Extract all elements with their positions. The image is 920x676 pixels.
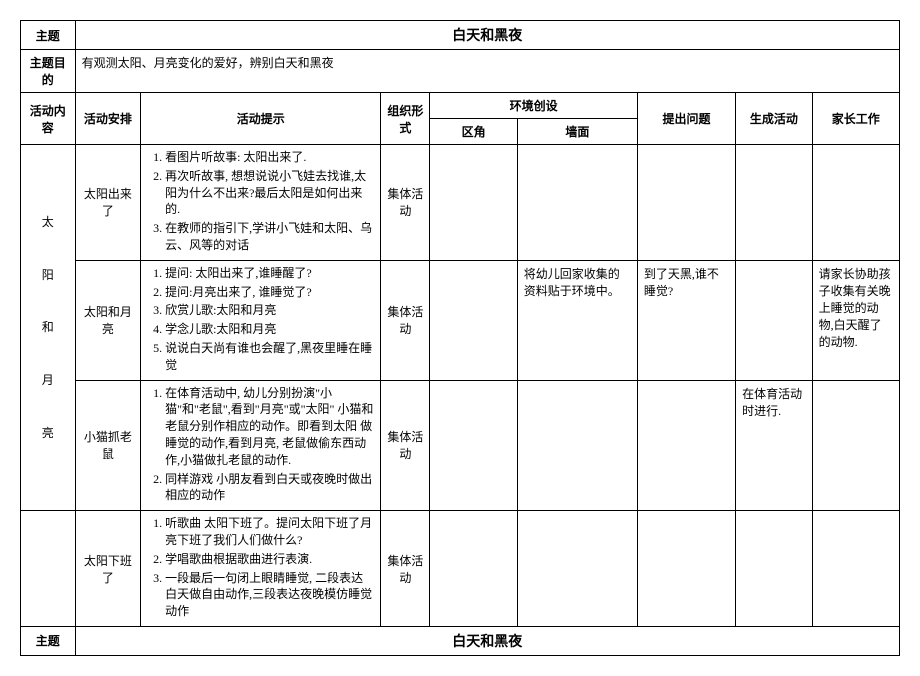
cell-hints: 提问: 太阳出来了,谁睡醒了? 提问:月亮出来了, 谁睡觉了? 欣赏儿歌:太阳和… xyxy=(141,260,381,380)
hint-item: 听歌曲 太阳下班了。提问太阳下班了月亮下班了我们人们做什么? xyxy=(165,515,374,549)
cell-gen: 在体育活动时进行. xyxy=(736,380,812,511)
hint-item: 看图片听故事: 太阳出来了. xyxy=(165,149,374,166)
hdr-content: 活动内容 xyxy=(21,93,76,145)
hdr-question: 提出问题 xyxy=(637,93,735,145)
section-empty xyxy=(21,511,76,627)
lesson-plan-table: 主题 白天和黑夜 主题目的 有观测太阳、月亮变化的爱好，辨别白天和黑夜 活动内容… xyxy=(20,20,900,656)
hint-item: 在教师的指引下,学讲小飞娃和太阳、乌云、风等的对话 xyxy=(165,220,374,254)
cell-corner xyxy=(430,511,517,627)
hdr-hint: 活动提示 xyxy=(141,93,381,145)
table-row: 小猫抓老鼠 在体育活动中, 幼儿分别扮演"小猫"和"老鼠",看到"月亮"或"太阳… xyxy=(21,380,900,511)
footer-row: 主题 白天和黑夜 xyxy=(21,626,900,655)
footer-title: 白天和黑夜 xyxy=(75,626,899,655)
cell-gen xyxy=(736,260,812,380)
table-row: 太阳和月亮 太阳出来了 看图片听故事: 太阳出来了. 再次听故事, 想想说说小飞… xyxy=(21,145,900,261)
goal-label: 主题目的 xyxy=(21,50,76,93)
cell-hints: 看图片听故事: 太阳出来了. 再次听故事, 想想说说小飞娃去找谁,太阳为什么不出… xyxy=(141,145,381,261)
hdr-gen: 生成活动 xyxy=(736,93,812,145)
hdr-org: 组织形式 xyxy=(381,93,430,145)
hint-item: 学念儿歌:太阳和月亮 xyxy=(165,321,374,338)
hint-item: 欣赏儿歌:太阳和月亮 xyxy=(165,302,374,319)
cell-org: 集体活动 xyxy=(381,380,430,511)
cell-question: 到了天黑,谁不睡觉? xyxy=(637,260,735,380)
cell-parent xyxy=(812,511,899,627)
footer-topic-label: 主题 xyxy=(21,626,76,655)
cell-wall xyxy=(517,145,637,261)
cell-corner xyxy=(430,145,517,261)
table-row: 太阳下班了 听歌曲 太阳下班了。提问太阳下班了月亮下班了我们人们做什么? 学唱歌… xyxy=(21,511,900,627)
cell-question xyxy=(637,511,735,627)
hdr-env-wall: 墙面 xyxy=(517,119,637,145)
cell-arrange: 太阳出来了 xyxy=(75,145,141,261)
hint-item: 提问: 太阳出来了,谁睡醒了? xyxy=(165,265,374,282)
hdr-parent: 家长工作 xyxy=(812,93,899,145)
cell-wall xyxy=(517,380,637,511)
cell-org: 集体活动 xyxy=(381,260,430,380)
hint-item: 提问:月亮出来了, 谁睡觉了? xyxy=(165,284,374,301)
hint-item: 一段最后一句闭上眼睛睡觉, 二段表达白天做自由动作,三段表达夜晚模仿睡觉动作 xyxy=(165,570,374,620)
hint-item: 在体育活动中, 幼儿分别扮演"小猫"和"老鼠",看到"月亮"或"太阳" 小猫和老… xyxy=(165,385,374,469)
cell-corner xyxy=(430,380,517,511)
table-row: 太阳和月亮 提问: 太阳出来了,谁睡醒了? 提问:月亮出来了, 谁睡觉了? 欣赏… xyxy=(21,260,900,380)
header-row-1: 活动内容 活动安排 活动提示 组织形式 环境创设 提出问题 生成活动 家长工作 xyxy=(21,93,900,119)
goal-row: 主题目的 有观测太阳、月亮变化的爱好，辨别白天和黑夜 xyxy=(21,50,900,93)
goal-text: 有观测太阳、月亮变化的爱好，辨别白天和黑夜 xyxy=(75,50,899,93)
hint-item: 学唱歌曲根据歌曲进行表演. xyxy=(165,551,374,568)
title-row: 主题 白天和黑夜 xyxy=(21,21,900,50)
cell-hints: 在体育活动中, 幼儿分别扮演"小猫"和"老鼠",看到"月亮"或"太阳" 小猫和老… xyxy=(141,380,381,511)
cell-org: 集体活动 xyxy=(381,511,430,627)
cell-gen xyxy=(736,511,812,627)
main-title: 白天和黑夜 xyxy=(75,21,899,50)
lesson-plan-document: 主题 白天和黑夜 主题目的 有观测太阳、月亮变化的爱好，辨别白天和黑夜 活动内容… xyxy=(20,20,900,656)
section-title: 太阳和月亮 xyxy=(21,145,76,511)
cell-wall: 将幼儿回家收集的资料贴于环境中。 xyxy=(517,260,637,380)
cell-parent: 请家长协助孩子收集有关晚上睡觉的动物,白天醒了的动物. xyxy=(812,260,899,380)
cell-question xyxy=(637,380,735,511)
cell-hints: 听歌曲 太阳下班了。提问太阳下班了月亮下班了我们人们做什么? 学唱歌曲根据歌曲进… xyxy=(141,511,381,627)
cell-arrange: 太阳和月亮 xyxy=(75,260,141,380)
hint-item: 说说白天尚有谁也会醒了,黑夜里睡在睡觉 xyxy=(165,340,374,374)
hdr-env-corner: 区角 xyxy=(430,119,517,145)
hdr-env: 环境创设 xyxy=(430,93,637,119)
cell-parent xyxy=(812,380,899,511)
hint-item: 同样游戏 小朋友看到白天或夜晚时做出相应的动作 xyxy=(165,471,374,505)
cell-parent xyxy=(812,145,899,261)
topic-label: 主题 xyxy=(21,21,76,50)
cell-org: 集体活动 xyxy=(381,145,430,261)
cell-wall xyxy=(517,511,637,627)
cell-gen xyxy=(736,145,812,261)
cell-corner xyxy=(430,260,517,380)
hdr-arrange: 活动安排 xyxy=(75,93,141,145)
hint-item: 再次听故事, 想想说说小飞娃去找谁,太阳为什么不出来?最后太阳是如何出来的. xyxy=(165,168,374,218)
cell-arrange: 小猫抓老鼠 xyxy=(75,380,141,511)
cell-question xyxy=(637,145,735,261)
cell-arrange: 太阳下班了 xyxy=(75,511,141,627)
